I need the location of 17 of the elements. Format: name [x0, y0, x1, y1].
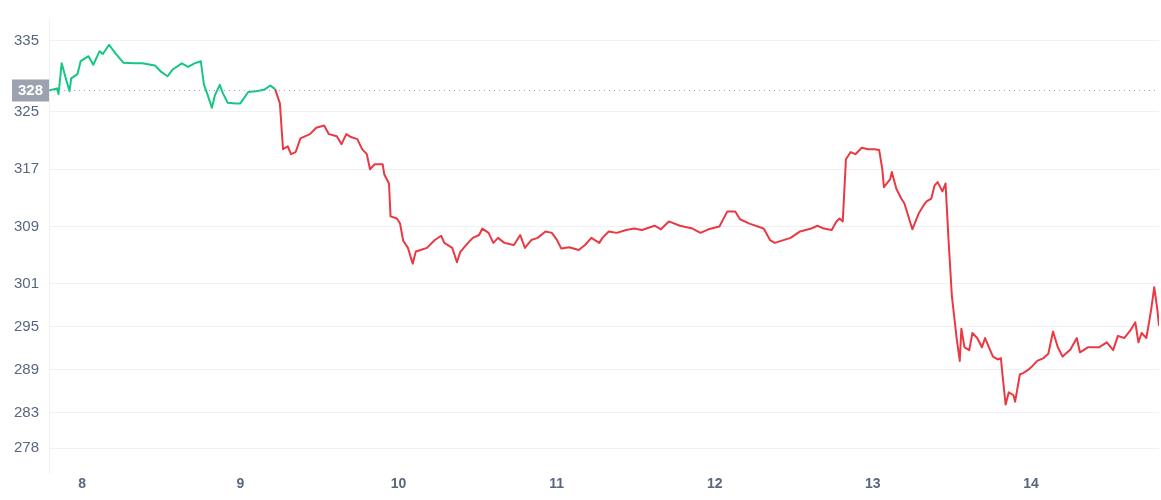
y-tick-label: 278 [14, 438, 40, 456]
y-tick-label: 295 [14, 316, 40, 334]
y-tick-label: 283 [14, 402, 40, 420]
x-tick-label: 9 [236, 475, 245, 492]
y-tick-label: 325 [14, 102, 40, 120]
y-tick-label: 335 [14, 30, 40, 48]
x-tick-label: 14 [1023, 475, 1039, 492]
x-tick-label: 11 [549, 475, 565, 492]
x-tick-label: 8 [78, 475, 87, 492]
y-tick-label: 309 [14, 216, 40, 234]
y-tick-label: 289 [14, 359, 40, 377]
x-tick-label: 12 [706, 475, 723, 492]
ref-line-label: 328 [18, 80, 44, 98]
y-tick-label: 301 [14, 273, 40, 291]
y-tick-label: 317 [14, 159, 40, 177]
x-tick-label: 13 [865, 475, 881, 492]
x-tick-label: 10 [390, 475, 407, 492]
